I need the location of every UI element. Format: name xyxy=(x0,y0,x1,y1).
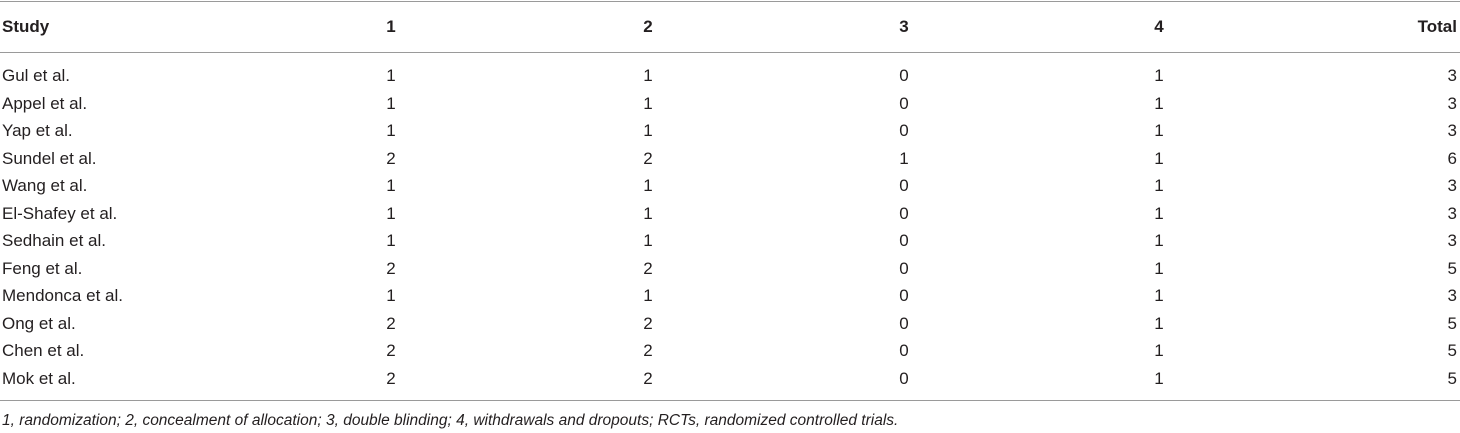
study-name: Ong et al. xyxy=(2,313,76,333)
score-cell: 1 xyxy=(643,286,653,305)
score-cell: 3 xyxy=(1447,203,1457,223)
score-cell: 5 xyxy=(1447,313,1457,333)
score-cell: 3 xyxy=(1447,231,1457,250)
score-cell: 1 xyxy=(643,231,653,250)
study-name: Mendonca et al. xyxy=(2,286,123,305)
score-cell: 1 xyxy=(1154,286,1164,305)
score-cell: 1 xyxy=(1154,148,1164,168)
score-cell: 0 xyxy=(899,66,909,85)
score-cell: 3 xyxy=(1447,121,1457,140)
score-cell: 1 xyxy=(386,121,396,140)
score-cell: 2 xyxy=(643,368,653,388)
score-cell: 2 xyxy=(386,313,396,333)
header-rule xyxy=(0,52,1460,53)
study-name: Gul et al. xyxy=(2,66,71,85)
score-cell: 2 xyxy=(643,341,653,360)
score-cell: 1 xyxy=(1154,231,1164,250)
score-cell: 0 xyxy=(899,258,909,278)
score-cell: 2 xyxy=(643,258,653,278)
score-cell: 0 xyxy=(899,231,909,250)
score-cell: 1 xyxy=(1154,341,1164,360)
score-cell: 2 xyxy=(386,341,396,360)
score-cell: 1 xyxy=(1154,368,1164,388)
score-cell: 3 xyxy=(1447,176,1457,195)
score-cell: 0 xyxy=(899,313,909,333)
study-name: Feng et al. xyxy=(2,258,83,278)
bottom-rule xyxy=(0,400,1460,401)
score-cell: 1 xyxy=(1154,66,1164,85)
score-cell: 5 xyxy=(1447,258,1457,278)
score-cell: 1 xyxy=(1154,258,1164,278)
score-cell: 2 xyxy=(386,368,396,388)
study-name: Chen et al. xyxy=(2,341,85,360)
score-cell: 1 xyxy=(386,66,396,85)
score-cell: 1 xyxy=(643,176,653,195)
score-cell: 1 xyxy=(643,93,653,113)
score-cell: 2 xyxy=(386,148,396,168)
score-cell: 1 xyxy=(386,93,396,113)
score-cell: 3 xyxy=(1447,93,1457,113)
score-cell: 3 xyxy=(1447,66,1457,85)
score-cell: 0 xyxy=(899,176,909,195)
score-cell: 1 xyxy=(1154,121,1164,140)
study-name: Sedhain et al. xyxy=(2,231,106,250)
top-rule xyxy=(0,1,1460,2)
score-cell: 0 xyxy=(899,121,909,140)
score-cell: 2 xyxy=(643,313,653,333)
score-cell: 5 xyxy=(1447,341,1457,360)
score-cell: 1 xyxy=(899,148,909,168)
study-name: El-Shafey et al. xyxy=(2,203,118,223)
score-cell: 6 xyxy=(1447,148,1457,168)
score-cell: 1 xyxy=(1154,313,1164,333)
score-cell: 1 xyxy=(643,121,653,140)
score-cell: 1 xyxy=(386,176,396,195)
score-cell: 2 xyxy=(386,258,396,278)
score-cell: 3 xyxy=(1447,286,1457,305)
score-cell: 0 xyxy=(899,368,909,388)
score-cell: 2 xyxy=(643,148,653,168)
study-name: Appel et al. xyxy=(2,93,88,113)
score-cell: 1 xyxy=(1154,203,1164,223)
study-name: Yap et al. xyxy=(2,121,73,140)
header-cell: 3 xyxy=(899,17,909,36)
header-cell: Study xyxy=(2,17,50,36)
score-cell: 0 xyxy=(899,341,909,360)
header-cell: 4 xyxy=(1154,17,1164,36)
score-cell: 1 xyxy=(643,203,653,223)
study-name: Sundel et al. xyxy=(2,148,97,168)
score-cell: 0 xyxy=(899,203,909,223)
header-cell: 2 xyxy=(643,17,653,36)
footnote: 1, randomization; 2, concealment of allo… xyxy=(2,412,899,429)
study-name: Mok et al. xyxy=(2,368,76,388)
score-cell: 1 xyxy=(386,203,396,223)
score-cell: 5 xyxy=(1447,368,1457,388)
header-cell: Total xyxy=(1417,17,1457,36)
score-cell: 0 xyxy=(899,93,909,113)
score-cell: 1 xyxy=(386,231,396,250)
score-cell: 1 xyxy=(386,286,396,305)
score-cell: 0 xyxy=(899,286,909,305)
header-cell: 1 xyxy=(386,17,396,36)
score-cell: 1 xyxy=(643,66,653,85)
score-cell: 1 xyxy=(1154,176,1164,195)
study-name: Wang et al. xyxy=(2,176,88,195)
score-cell: 1 xyxy=(1154,93,1164,113)
